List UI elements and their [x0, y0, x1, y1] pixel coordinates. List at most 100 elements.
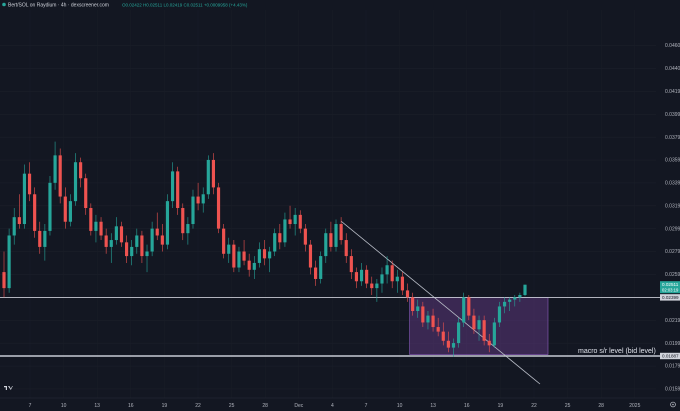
candle	[58, 148, 62, 204]
candle	[313, 260, 318, 286]
candle	[508, 297, 512, 312]
gear-icon[interactable]	[670, 401, 676, 408]
price-axis[interactable]	[660, 0, 680, 398]
candle-body	[43, 230, 47, 247]
candle-body	[426, 315, 430, 323]
candle-body	[273, 233, 277, 252]
candle	[12, 208, 16, 245]
candle-body	[487, 340, 491, 346]
support-price-tag: 0.02399	[660, 294, 680, 301]
candle	[150, 221, 154, 257]
price-tick-label: 0.02599	[665, 272, 680, 278]
candle	[63, 187, 67, 229]
price-tick-label: 0.01999	[665, 341, 680, 347]
candle-body	[242, 251, 246, 261]
candle	[523, 284, 527, 297]
candle	[497, 301, 502, 328]
candle-body	[354, 272, 359, 282]
candle-body	[359, 269, 364, 282]
candle-body	[436, 327, 440, 332]
candle	[390, 260, 394, 289]
candle	[130, 240, 134, 266]
candle-body	[411, 297, 415, 312]
candle	[247, 253, 251, 277]
price-tick-label: 0.03599	[665, 158, 680, 164]
symbol-title: Bert/SOL on Raydium · 4h · dexscreener.c…	[8, 2, 109, 8]
candle	[457, 317, 461, 348]
candle-body	[395, 276, 399, 282]
candle-body	[222, 228, 226, 254]
candle	[349, 249, 353, 279]
candle	[94, 214, 98, 243]
candle-body	[150, 228, 154, 252]
candle	[191, 189, 195, 229]
time-axis[interactable]	[0, 398, 680, 411]
candle-body	[140, 235, 144, 257]
candle	[467, 294, 471, 321]
candle-body	[191, 196, 195, 225]
candle	[79, 157, 83, 188]
candle-body	[508, 299, 512, 302]
candles	[2, 141, 527, 357]
time-tick-label: 10	[61, 403, 67, 409]
candle-body	[513, 297, 517, 300]
candle-body	[201, 194, 205, 204]
candle-body	[252, 262, 256, 270]
price-tick-label: 0.01599	[665, 387, 680, 393]
candle	[359, 262, 364, 286]
candle-body	[109, 240, 113, 247]
candle	[145, 244, 149, 273]
time-tick-label: 22	[531, 403, 537, 409]
time-tick-label: 13	[430, 403, 436, 409]
candle-body	[283, 219, 287, 243]
candle-body	[58, 155, 62, 197]
candle	[487, 333, 491, 353]
candle	[492, 317, 496, 348]
time-axis-labels: 7 10 13 16 19 22 25 28 Dec 4 7 10 13 16 19 22 25 28 2025	[29, 403, 641, 409]
candle	[329, 221, 333, 252]
time-tick-label: 16	[128, 403, 134, 409]
candle-body	[79, 162, 83, 179]
candle	[298, 210, 302, 234]
candle-body	[441, 331, 445, 341]
candle-body	[421, 306, 425, 323]
countdown-label: 02:03:19	[662, 287, 679, 292]
candle-body	[319, 256, 323, 279]
candle	[339, 217, 343, 245]
candle	[211, 153, 216, 195]
candle-body	[63, 196, 67, 222]
candle-body	[467, 297, 471, 316]
candle	[43, 224, 47, 261]
candle-body	[303, 228, 307, 245]
candle	[222, 224, 226, 259]
price-tick-label: 0.03799	[665, 135, 680, 141]
candle-body	[22, 173, 27, 225]
candle	[308, 240, 313, 275]
price-tick-label: 0.03199	[665, 203, 680, 209]
candle	[262, 240, 267, 266]
macro-price-tag: 0.01887	[660, 352, 680, 360]
candle-body	[405, 290, 410, 298]
candle-body	[472, 315, 476, 330]
candle-body	[313, 267, 318, 279]
candle	[27, 162, 32, 202]
candle	[181, 203, 185, 241]
candle-body	[262, 249, 267, 259]
support-price-label: 0.02399	[662, 295, 679, 300]
time-tick-label: 16	[464, 403, 470, 409]
candle-body	[73, 162, 78, 202]
chart-header: Bert/SOL on Raydium · 4h · dexscreener.c…	[2, 2, 248, 8]
time-tick-label: 4	[331, 403, 334, 409]
candle-body	[53, 155, 57, 183]
candle	[273, 228, 277, 257]
candle	[89, 203, 93, 236]
candle-body	[170, 171, 175, 202]
candle	[278, 224, 282, 250]
tradingview-logo-icon[interactable]	[3, 384, 13, 391]
candle	[84, 173, 88, 215]
candle-body	[482, 320, 486, 341]
candle	[206, 155, 210, 199]
